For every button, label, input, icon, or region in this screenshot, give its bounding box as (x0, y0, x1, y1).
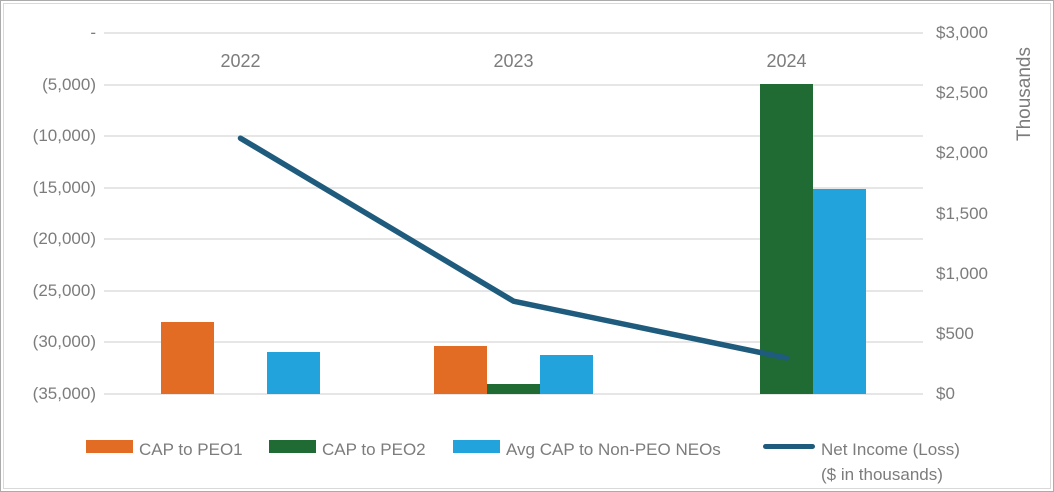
bar-avg-cap-to-non-peo-neos (540, 355, 593, 394)
legend-swatch-cap-to-peo1 (86, 440, 133, 453)
bar-cap-to-peo2 (487, 383, 540, 394)
left-axis-tick: (35,000) (32, 384, 96, 403)
legend-item-cap-to-peo2: CAP to PEO2 (269, 437, 426, 462)
right-axis-tick: $2,500 (936, 83, 988, 103)
bar-cap-to-peo2 (760, 83, 813, 394)
right-axis-tick: $3,000 (936, 23, 988, 42)
right-axis-tick: $500 (936, 323, 974, 343)
legend-item-net-income-loss-: Net Income (Loss) ($ in thousands) (763, 437, 960, 487)
bar-avg-cap-to-non-peo-neos (813, 188, 866, 394)
right-axis-tick: $0 (936, 384, 955, 403)
bar-cap-to-peo1 (434, 345, 487, 394)
legend-item-cap-to-peo1: CAP to PEO1 (86, 437, 243, 462)
gridline (104, 32, 923, 34)
category-label: 2024 (766, 51, 807, 71)
gridline (104, 83, 923, 86)
right-axis-unit-label: Thousands (1014, 46, 1035, 142)
left-axis-tick: (15,000) (32, 177, 96, 197)
legend-label-cap-to-peo2: CAP to PEO2 (322, 440, 426, 459)
left-axis-tick: - (90, 23, 96, 42)
right-axis-tick: $1,500 (936, 203, 988, 223)
right-axis-tick: $1,000 (936, 263, 988, 283)
legend-label-line2-net-income-loss-: ($ in thousands) (821, 465, 943, 484)
legend-label-cap-to-peo1: CAP to PEO1 (139, 440, 243, 459)
bar-cap-to-peo1 (161, 322, 214, 394)
right-axis-tick: $2,000 (936, 143, 988, 163)
legend-swatch-avg-cap-to-non-peo-neos (453, 440, 500, 453)
left-axis-tick: (25,000) (32, 280, 96, 300)
legend-label-avg-cap-to-non-peo-neos: Avg CAP to Non-PEO NEOs (506, 440, 721, 459)
left-axis-tick: (5,000) (42, 74, 96, 94)
bar-avg-cap-to-non-peo-neos (267, 352, 320, 394)
chart-border-frame (3, 3, 1051, 489)
category-label: 2022 (220, 51, 261, 71)
category-label: 2023 (493, 51, 534, 71)
left-axis-tick: (20,000) (32, 229, 96, 249)
legend-item-avg-cap-to-non-peo-neos: Avg CAP to Non-PEO NEOs (453, 437, 721, 462)
left-axis-tick: (30,000) (32, 332, 96, 352)
legend-swatch-net-income-loss- (763, 444, 815, 449)
left-axis-tick: (10,000) (32, 126, 96, 146)
legend-label-net-income-loss-: Net Income (Loss) ($ in thousands) (821, 437, 960, 487)
legend-swatch-cap-to-peo2 (269, 440, 316, 453)
gridline (104, 393, 923, 395)
